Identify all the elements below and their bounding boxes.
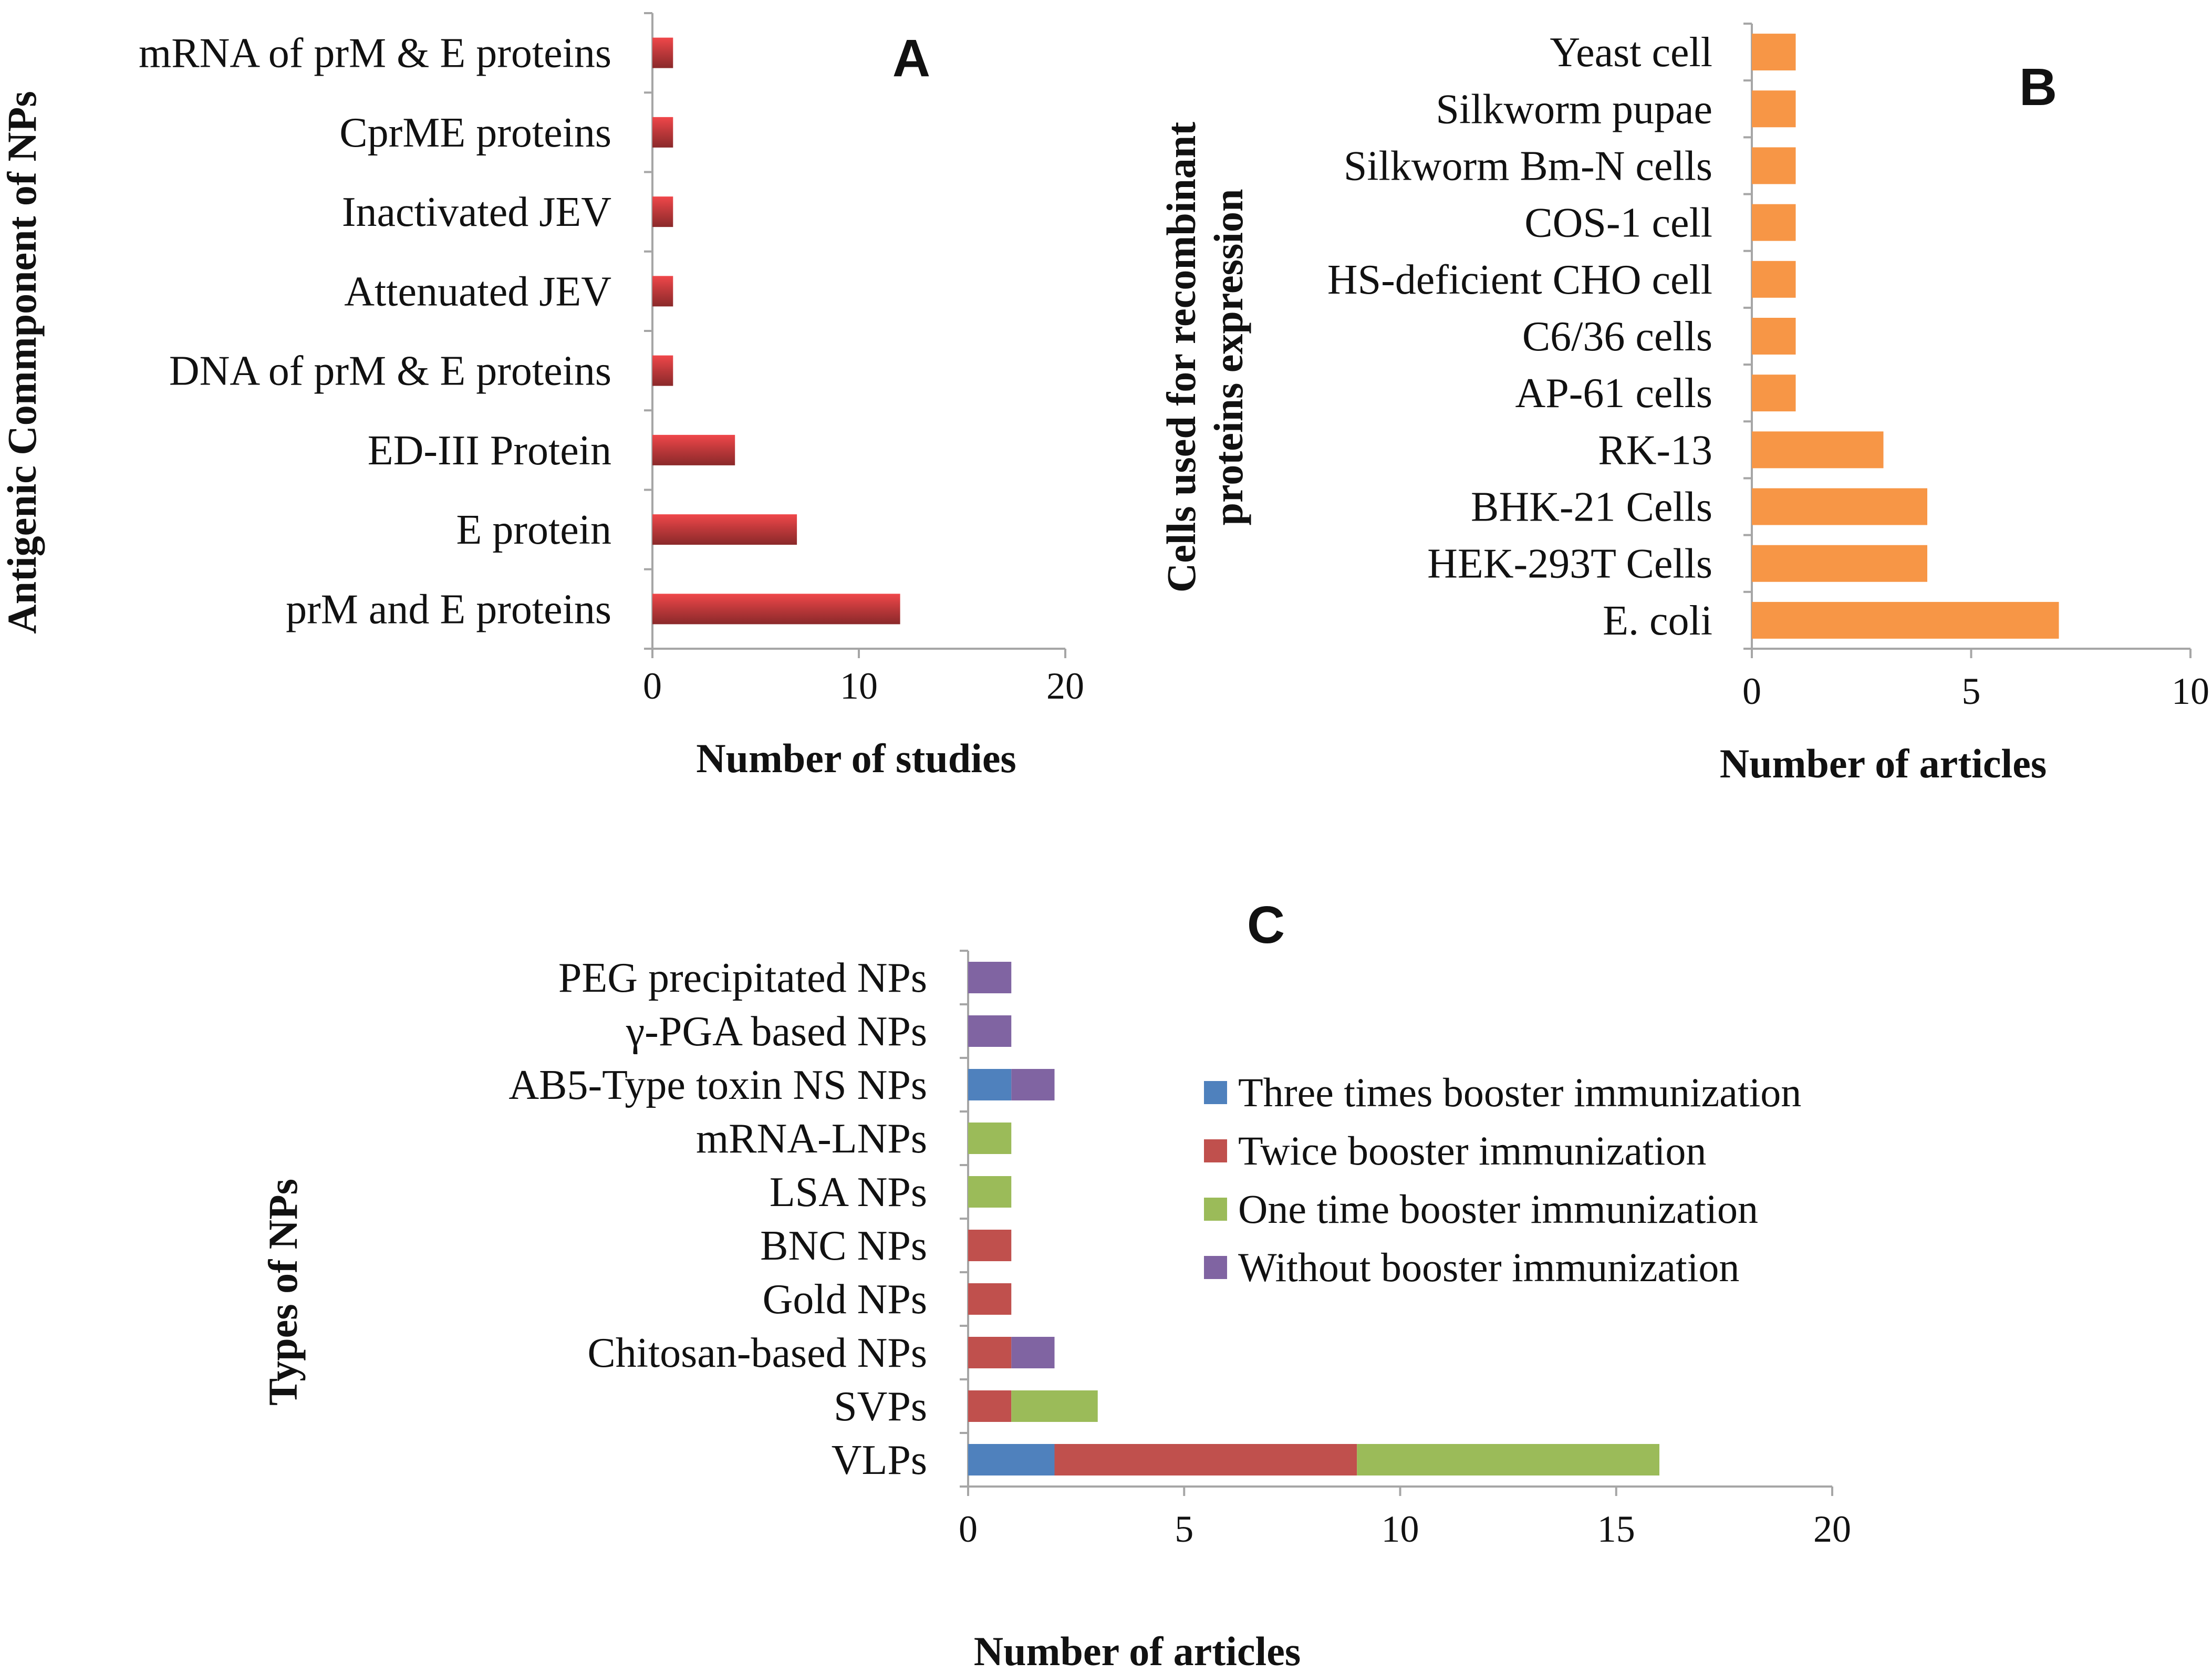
category-label: CprME proteins bbox=[339, 110, 611, 156]
category-label: mRNA of prM & E proteins bbox=[139, 30, 611, 77]
x-tick-label: 10 bbox=[2172, 670, 2209, 712]
category-label: mRNA-LNPs bbox=[696, 1116, 927, 1162]
category-label: PEG precipitated NPs bbox=[558, 955, 927, 1001]
category-label: Chitosan-based NPs bbox=[587, 1330, 927, 1376]
category-label: Silkworm Bm-N cells bbox=[1344, 143, 1712, 189]
category-label: Silkworm pupae bbox=[1436, 86, 1712, 132]
bar-segment bbox=[1054, 1444, 1357, 1475]
panel-letter-b: B bbox=[2019, 58, 2057, 117]
bar-segment bbox=[968, 962, 1012, 993]
legend-entry: One time booster immunization bbox=[1238, 1186, 1758, 1232]
bar bbox=[652, 37, 673, 68]
legend-entry: Twice booster immunization bbox=[1238, 1128, 1706, 1173]
bar-segment bbox=[968, 1176, 1012, 1208]
category-label: HS-deficient CHO cell bbox=[1327, 257, 1712, 303]
bar-segment bbox=[1011, 1390, 1098, 1422]
category-label: HEK-293T Cells bbox=[1427, 541, 1712, 587]
x-tick-label: 0 bbox=[1742, 670, 1761, 712]
bar-segment bbox=[1357, 1444, 1659, 1475]
category-label: VLPs bbox=[832, 1437, 927, 1483]
bar bbox=[1752, 545, 1927, 582]
category-label: γ-PGA based NPs bbox=[626, 1009, 927, 1055]
bar bbox=[1752, 375, 1796, 412]
category-label: DNA of prM & E proteins bbox=[169, 348, 611, 394]
bar-segment bbox=[968, 1123, 1012, 1154]
x-tick-label: 5 bbox=[1175, 1508, 1193, 1550]
x-tick-label: 5 bbox=[1962, 670, 1981, 712]
bar bbox=[652, 434, 735, 465]
x-tick-label: 0 bbox=[643, 665, 662, 707]
bar bbox=[1752, 261, 1796, 298]
bar-segment bbox=[968, 1444, 1055, 1475]
category-label: C6/36 cells bbox=[1522, 314, 1712, 360]
bar bbox=[1752, 318, 1796, 355]
legend-entry: Three times booster immunization bbox=[1238, 1069, 1801, 1115]
legend-swatch bbox=[1204, 1256, 1227, 1279]
panel-letter-a: A bbox=[892, 29, 930, 88]
bar-segment bbox=[968, 1390, 1012, 1422]
category-label: COS-1 cell bbox=[1524, 200, 1712, 246]
category-label: E. coli bbox=[1603, 598, 1712, 644]
category-label: RK-13 bbox=[1598, 427, 1712, 473]
bar bbox=[652, 514, 797, 545]
panel-c: C Number of articles Types of NPs Three … bbox=[260, 896, 1851, 1673]
category-label: Inactivated JEV bbox=[342, 189, 611, 235]
bar bbox=[1752, 488, 1927, 525]
bar bbox=[652, 196, 673, 227]
category-label: Yeast cell bbox=[1550, 29, 1712, 76]
category-label: E protein bbox=[456, 507, 611, 553]
panel-letter-c: C bbox=[1247, 896, 1285, 954]
bar bbox=[1752, 147, 1796, 184]
bar bbox=[652, 276, 673, 307]
bar-segment bbox=[1011, 1337, 1055, 1368]
bar bbox=[1752, 204, 1796, 241]
category-label: AP-61 cells bbox=[1515, 370, 1712, 417]
bar-segment bbox=[968, 1230, 1012, 1261]
category-label: Attenuated JEV bbox=[344, 268, 611, 315]
bar bbox=[1752, 90, 1796, 128]
panel-b-xlabel: Number of articles bbox=[1720, 741, 2047, 786]
panel-c-ylabel: Types of NPs bbox=[260, 1179, 306, 1406]
category-label: ED-III Protein bbox=[368, 428, 611, 474]
bar-segment bbox=[1011, 1069, 1055, 1100]
panel-a-xlabel: Number of studies bbox=[696, 735, 1016, 781]
bar bbox=[1752, 34, 1796, 71]
legend-swatch bbox=[1204, 1198, 1227, 1221]
bar-segment bbox=[968, 1337, 1012, 1368]
category-label: AB5-Type toxin NS NPs bbox=[508, 1062, 927, 1108]
bar bbox=[652, 117, 673, 148]
panel-c-xlabel: Number of articles bbox=[974, 1628, 1301, 1673]
x-tick-label: 0 bbox=[959, 1508, 978, 1550]
x-tick-label: 20 bbox=[1813, 1508, 1851, 1550]
category-label: LSA NPs bbox=[770, 1169, 927, 1215]
panel-a: A Number of studies Antigenic Commponent… bbox=[0, 12, 1084, 781]
x-tick-label: 10 bbox=[840, 665, 878, 707]
legend-swatch bbox=[1204, 1081, 1227, 1104]
panel-c-legend: Three times booster immunization Twice bo… bbox=[1204, 1069, 1801, 1290]
x-tick-label: 15 bbox=[1597, 1508, 1635, 1550]
legend-entry: Without booster immunization bbox=[1238, 1244, 1739, 1290]
category-label: BHK-21 Cells bbox=[1471, 484, 1712, 531]
x-tick-label: 10 bbox=[1382, 1508, 1419, 1550]
bar-segment bbox=[968, 1069, 1012, 1100]
bar-segment bbox=[968, 1283, 1012, 1315]
bar bbox=[1752, 431, 1884, 469]
bar bbox=[652, 594, 900, 625]
panel-a-ylabel: Antigenic Commponent of NPs bbox=[0, 91, 45, 633]
panel-b-ylabel-line-1: Cells used for recombinant bbox=[1158, 122, 1204, 593]
x-tick-label: 20 bbox=[1046, 665, 1084, 707]
bar bbox=[1752, 601, 2059, 639]
category-label: prM and E proteins bbox=[286, 586, 611, 632]
panel-b: B Number of articles Cells used for reco… bbox=[1158, 23, 2209, 786]
bar-segment bbox=[968, 1015, 1012, 1047]
category-label: Gold NPs bbox=[763, 1276, 927, 1323]
bar bbox=[652, 355, 673, 386]
legend-swatch bbox=[1204, 1139, 1227, 1162]
category-label: SVPs bbox=[834, 1384, 927, 1430]
category-label: BNC NPs bbox=[760, 1223, 927, 1269]
panel-b-ylabel-line-2: proteins expression bbox=[1206, 189, 1251, 526]
